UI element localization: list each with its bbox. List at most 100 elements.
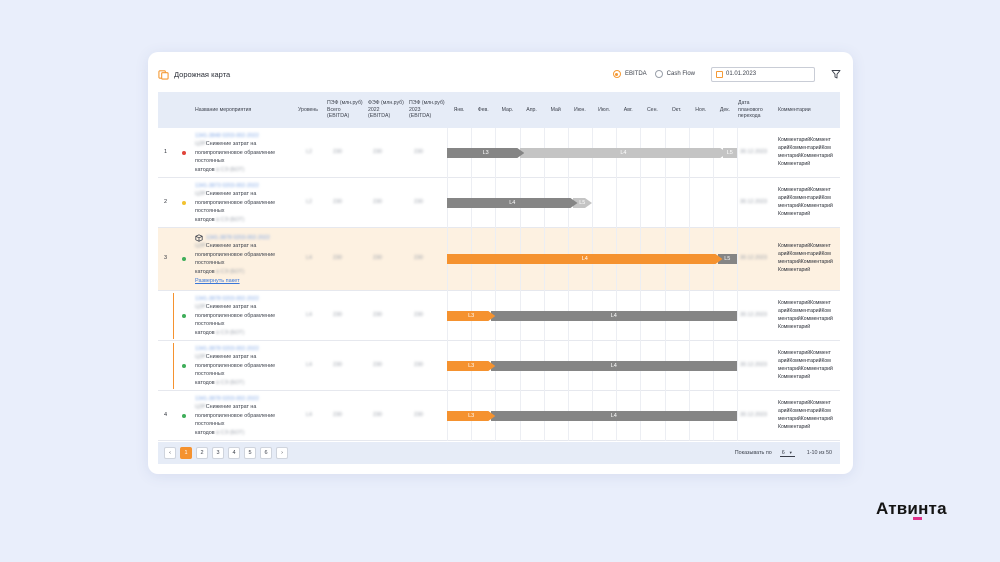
activity-title: Снижение затрат на: [205, 404, 257, 411]
activity-suffix: в СЭ (БОТ): [216, 329, 245, 336]
bar-label: L3: [482, 150, 489, 156]
activity-title: постоянных: [195, 321, 225, 328]
activity-title: полипропиленовое обрамление: [195, 412, 276, 419]
timeline-gridline: [640, 178, 642, 228]
row-number: 3: [164, 255, 168, 261]
row-number: 1: [164, 149, 168, 155]
activity-code: 1341-3878 0203-002-2022: [195, 346, 259, 353]
radio-cashflow[interactable]: Cash Flow: [654, 70, 695, 78]
pef-total-value: 230: [333, 149, 342, 155]
page-button[interactable]: 4: [228, 447, 240, 459]
timeline-bar[interactable]: L3: [447, 311, 495, 321]
activity-title: Снижение затрат на: [205, 141, 257, 148]
timeline-bar[interactable]: L4: [520, 148, 728, 158]
activity-name[interactable]: 1341-3848 0203-002-2022 ЦЗРСнижение затра…: [195, 130, 295, 176]
col-fef-l1: ФЭФ (млн.руб): [368, 100, 404, 107]
comment-line: Комментарий: [778, 211, 811, 218]
activity-suffix: в СЭ (БОТ): [216, 429, 245, 436]
comment-line: арийКомментарийКом: [778, 408, 831, 415]
roadmap-card: Дорожная карта EBITDA Cash Flow 01.01.20…: [148, 52, 853, 474]
transition-date-value: 30.12.2023: [740, 362, 767, 368]
comment-line: КомментарийКоммент: [778, 300, 831, 306]
month-header: Дек.: [719, 106, 730, 113]
activity-title: постоянных: [195, 208, 225, 215]
per-page-select[interactable]: 6 ▼: [779, 449, 795, 457]
month-header: Мар.: [501, 106, 514, 113]
fef-2022-value: 230: [373, 362, 382, 368]
timeline-bar[interactable]: L3: [447, 148, 524, 158]
month-header: Окт.: [671, 106, 682, 113]
col-pef23-l2: 2023: [409, 106, 421, 113]
activity-title: постоянных: [195, 158, 225, 165]
activity-title: полипропиленовое обрамление: [195, 149, 276, 156]
expand-package-link[interactable]: Развернуть пакет: [195, 278, 240, 284]
radio-cashflow-label: Cash Flow: [666, 71, 695, 77]
table-row[interactable]: 3 1341-3878 0203-002-2022 ЦЗРСнижение затр…: [158, 228, 840, 291]
activity-prefix: ЦЗР: [195, 304, 206, 311]
activity-name[interactable]: 1341-3878 0203-002-2022 ЦЗРСнижение затра…: [195, 293, 295, 339]
radio-ebitda-indicator[interactable]: [612, 70, 621, 78]
page-button[interactable]: 1: [180, 447, 192, 459]
date-picker[interactable]: 01.01.2023: [711, 66, 815, 82]
radio-cashflow-indicator[interactable]: [654, 70, 663, 78]
page-button[interactable]: 5: [244, 447, 256, 459]
pef-total-value: 230: [333, 362, 342, 368]
radio-ebitda[interactable]: EBITDA: [612, 70, 647, 78]
timeline-bar[interactable]: L4: [490, 361, 737, 371]
next-page-button[interactable]: ›: [276, 447, 288, 459]
activity-name[interactable]: 1341-3878 0203-002-2022 ЦЗРСнижение затра…: [195, 343, 295, 389]
table-row[interactable]: 2 1341-3873 0203-002-2022 ЦЗРСнижение затр…: [158, 178, 840, 228]
transition-date-value: 30.12.2023: [740, 149, 767, 155]
brand-logo-accent: [913, 517, 922, 520]
page-button[interactable]: 3: [212, 447, 224, 459]
timeline-bar[interactable]: L3: [447, 411, 495, 421]
page-button[interactable]: 6: [260, 447, 272, 459]
activity-name[interactable]: 1341-3878 0203-002-2022 ЦЗРСнижение затра…: [195, 393, 295, 439]
pef-total-value: 230: [333, 312, 342, 318]
activity-name[interactable]: 1341-3873 0203-002-2022 ЦЗРСнижение затра…: [195, 180, 295, 226]
col-fef-l2: 2022: [368, 106, 380, 113]
page-button[interactable]: 2: [196, 447, 208, 459]
pef-2023-value: 230: [414, 412, 423, 418]
timeline-bar[interactable]: L3: [447, 361, 495, 371]
activity-code: 1341-3873 0203-002-2022: [195, 183, 259, 190]
pef-2023-value: 230: [414, 312, 423, 318]
timeline-bar[interactable]: L4: [447, 198, 578, 208]
table-row[interactable]: 1 1341-3848 0203-002-2022 ЦЗРСнижение затр…: [158, 128, 840, 178]
pef-total-value: 230: [333, 199, 342, 205]
activity-code: 1341-3878 0203-002-2022: [195, 396, 259, 403]
pef-2023-value: 230: [414, 199, 423, 205]
transition-date-value: 30.12.2023: [740, 312, 767, 318]
col-name: Название мероприятия: [195, 106, 252, 113]
bar-label: L4: [509, 200, 516, 206]
timeline-gridline: [737, 228, 738, 291]
activity-title: катодов: [195, 379, 215, 386]
fef-2022-value: 230: [373, 412, 382, 418]
col-pef-total-l2: Всего: [327, 106, 341, 113]
table-row[interactable]: 1341-3878 0203-002-2022 ЦЗРСнижение затра…: [158, 341, 840, 391]
timeline-bar[interactable]: L4: [447, 254, 723, 264]
timeline-bar[interactable]: L5: [573, 198, 592, 208]
activity-name[interactable]: 1341-3878 0203-002-2022 ЦЗРСнижение затра…: [195, 230, 295, 280]
table-row[interactable]: 1341-3878 0203-002-2022 ЦЗРСнижение затра…: [158, 291, 840, 341]
timeline-bar[interactable]: L5: [717, 254, 737, 264]
comment-line: Комментарий: [778, 161, 811, 168]
prev-page-button[interactable]: ‹: [164, 447, 176, 459]
activity-title: постоянных: [195, 260, 225, 267]
timeline-bar[interactable]: L4: [490, 311, 737, 321]
comment-line: арийКомментарийКом: [778, 251, 831, 258]
radio-ebitda-label: EBITDA: [624, 71, 647, 77]
comment-line: Комментарий: [778, 374, 811, 381]
col-pef-total-l3: (EBITDA): [327, 113, 350, 120]
timeline-bar[interactable]: L5: [722, 148, 737, 158]
comment-line: Комментарий: [778, 424, 811, 431]
comment-text: КомментарийКоммент арийКомментарийКом мент…: [778, 349, 833, 382]
filter-icon[interactable]: [831, 69, 841, 79]
timeline-bar[interactable]: L4: [490, 411, 737, 421]
activity-suffix: в СЭ (БОТ): [216, 379, 245, 386]
activity-title: полипропиленовое обрамление: [195, 312, 276, 319]
per-page-value: 6: [781, 449, 785, 456]
col-pef23-l1: ПЭФ (млн.руб): [409, 100, 445, 107]
table-row[interactable]: 4 1341-3878 0203-002-2022 ЦЗРСнижение затр…: [158, 391, 840, 441]
level-value: L4: [306, 255, 312, 261]
